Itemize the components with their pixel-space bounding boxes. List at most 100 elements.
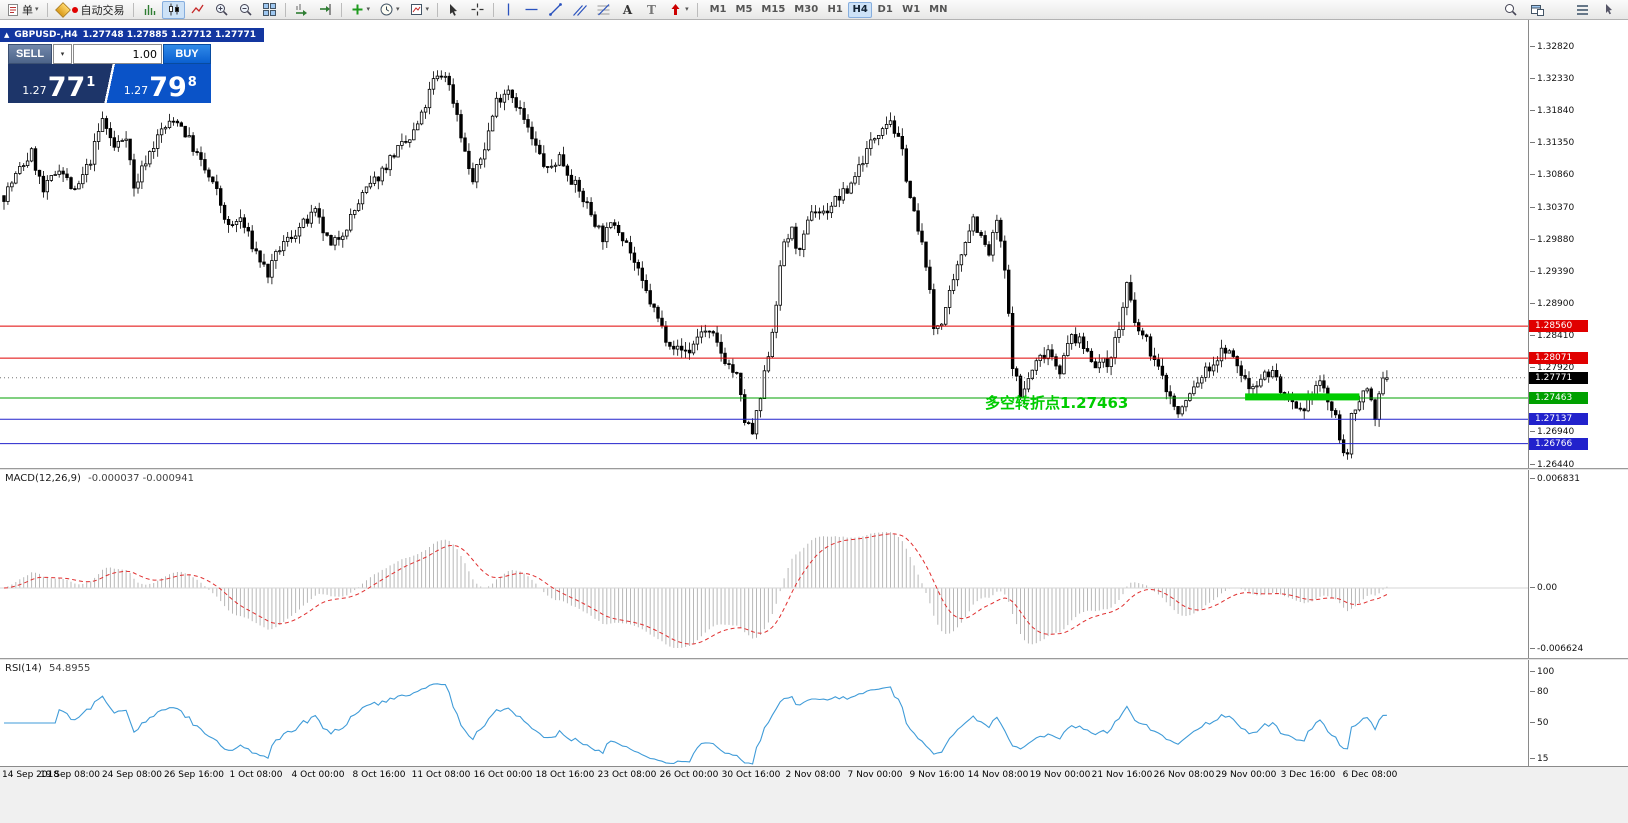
separator	[284, 2, 286, 17]
pane-splitter[interactable]	[0, 658, 1628, 660]
tile-windows-button[interactable]	[258, 1, 281, 19]
timeframe-d1[interactable]: D1	[873, 2, 897, 18]
trendline-button[interactable]	[544, 1, 567, 19]
candlestick-chart[interactable]	[0, 20, 1528, 468]
help-cursor-button[interactable]	[1598, 1, 1621, 19]
candlestick-chart-button[interactable]	[161, 0, 185, 19]
chart-shift-button[interactable]	[314, 1, 337, 19]
time-tick: 16 Oct 00:00	[473, 770, 533, 780]
label-button[interactable]: T	[640, 1, 663, 19]
price-badge: 1.27137	[1529, 413, 1588, 425]
price-tick: 1.30860	[1529, 170, 1575, 180]
collapse-icon: ▲	[4, 31, 10, 39]
arrows-button[interactable]: ▾	[664, 1, 693, 19]
sell-price[interactable]: 1.27 77 1	[8, 64, 110, 103]
timeframe-w1[interactable]: W1	[898, 2, 924, 18]
timeframe-h4[interactable]: H4	[848, 1, 873, 18]
macd-values: -0.000037 -0.000941	[88, 473, 194, 484]
crosshair-button[interactable]	[466, 1, 489, 19]
time-tick: 7 Nov 00:00	[847, 770, 903, 780]
price-badge: 1.26766	[1529, 438, 1588, 450]
chevron-down-icon: ▾	[685, 5, 689, 13]
fibonacci-button[interactable]	[592, 1, 615, 19]
rsi-axis[interactable]: 100 80 50 15	[1528, 660, 1628, 766]
text-button[interactable]: A	[616, 1, 639, 19]
buy-button[interactable]: BUY	[163, 44, 211, 64]
svg-text:T: T	[647, 3, 656, 17]
time-tick: 1 Oct 08:00	[229, 770, 283, 780]
rsi-label: RSI(14) 54.8955	[5, 663, 90, 674]
zoom-in-icon	[215, 4, 228, 16]
rsi-chart[interactable]	[0, 660, 1528, 766]
timeframe-m1[interactable]: M1	[706, 2, 731, 18]
new-order-button[interactable]: 单 ▾	[3, 1, 43, 19]
chart-shift-icon	[319, 4, 331, 15]
chevron-down-icon: ▾	[35, 5, 39, 13]
equidistant-channel-button[interactable]	[568, 1, 591, 19]
rsi-tick: 50	[1529, 718, 1549, 728]
zoom-out-button[interactable]	[234, 1, 257, 19]
crosshair-icon	[471, 3, 484, 16]
vertical-line-button[interactable]	[498, 1, 519, 19]
macd-chart[interactable]	[0, 470, 1528, 658]
sell-price-big: 77	[47, 72, 86, 104]
volume-dropdown[interactable]: ▾	[53, 44, 72, 64]
cursor-button[interactable]	[442, 1, 465, 19]
timeframe-mn[interactable]: MN	[925, 2, 951, 18]
new-window-button[interactable]	[1526, 1, 1549, 19]
periods-button[interactable]: ▾	[375, 1, 404, 19]
rsi-name: RSI(14)	[5, 663, 42, 674]
price-tick: 1.26940	[1529, 427, 1575, 437]
bar-chart-button[interactable]	[138, 1, 161, 19]
rsi-tick: 100	[1529, 667, 1555, 677]
timeframe-m5[interactable]: M5	[732, 2, 757, 18]
indicators-button[interactable]: ▾	[346, 1, 375, 19]
timeframe-m15[interactable]: M15	[757, 2, 789, 18]
one-click-trading-panel: SELL ▾ BUY 1.27 77 1 1.27 79 8	[8, 44, 211, 104]
rsi-tick: 80	[1529, 687, 1549, 697]
horizontal-line-icon	[525, 8, 538, 11]
price-tick: 1.26440	[1529, 460, 1575, 468]
pane-splitter[interactable]	[0, 468, 1628, 470]
timeframe-m30[interactable]: M30	[790, 2, 822, 18]
auto-scroll-button[interactable]	[290, 1, 313, 19]
zoom-in-button[interactable]	[210, 1, 233, 19]
horizontal-line-button[interactable]	[520, 1, 543, 19]
macd-axis[interactable]: 0.006831 0.00 -0.006624	[1528, 470, 1628, 658]
help-cursor-icon	[1606, 4, 1612, 15]
autotrade-icon	[54, 1, 71, 18]
time-axis[interactable]: 14 Sep 2018 19 Sep 08:00 24 Sep 08:00 26 Se…	[0, 766, 1628, 784]
chevron-down-icon: ▾	[396, 5, 400, 13]
sell-price-sup: 1	[86, 75, 96, 90]
candlestick-chart-icon	[168, 3, 179, 16]
bar-chart-icon	[144, 5, 155, 15]
templates-button[interactable]: ▾	[405, 1, 434, 19]
toolbar: 单 ▾ 自动交易 ▾ ▾ ▾ A T ▾	[0, 0, 1628, 20]
toolbar-right-group	[1499, 1, 1625, 19]
search-button[interactable]	[1499, 1, 1522, 19]
time-tick: 18 Oct 16:00	[535, 770, 595, 780]
macd-pane[interactable]: MACD(12,26,9) -0.000037 -0.000941	[0, 470, 1528, 658]
timeframe-h1[interactable]: H1	[823, 2, 847, 18]
price-axis[interactable]: 1.32820 1.32330 1.31840 1.31350 1.30860 1.303…	[1528, 20, 1628, 468]
price-tick: 1.30370	[1529, 203, 1575, 213]
buy-price-big: 79	[149, 72, 187, 104]
sell-button[interactable]: SELL	[8, 44, 52, 64]
zoom-out-icon	[239, 4, 252, 16]
volume-input[interactable]	[73, 44, 162, 64]
window-list-button[interactable]	[1571, 1, 1594, 19]
main-chart-pane[interactable]: ▲ GBPUSD-,H4 1.27748 1.27885 1.27712 1.2…	[0, 20, 1528, 468]
templates-icon	[410, 4, 422, 15]
autotrade-button[interactable]: 自动交易	[52, 1, 129, 19]
time-tick: 26 Nov 08:00	[1153, 770, 1215, 780]
line-chart-icon	[191, 4, 204, 14]
price-tick: 1.32330	[1529, 74, 1575, 84]
buy-price[interactable]: 1.27 79 8	[110, 64, 212, 103]
line-chart-button[interactable]	[186, 1, 209, 19]
search-icon	[1505, 4, 1517, 16]
time-tick: 2 Nov 08:00	[785, 770, 841, 780]
rsi-pane[interactable]: RSI(14) 54.8955	[0, 660, 1528, 766]
equidistant-channel-icon	[573, 5, 588, 16]
indicators-icon	[352, 4, 363, 15]
price-tick: 1.27920	[1529, 363, 1575, 373]
